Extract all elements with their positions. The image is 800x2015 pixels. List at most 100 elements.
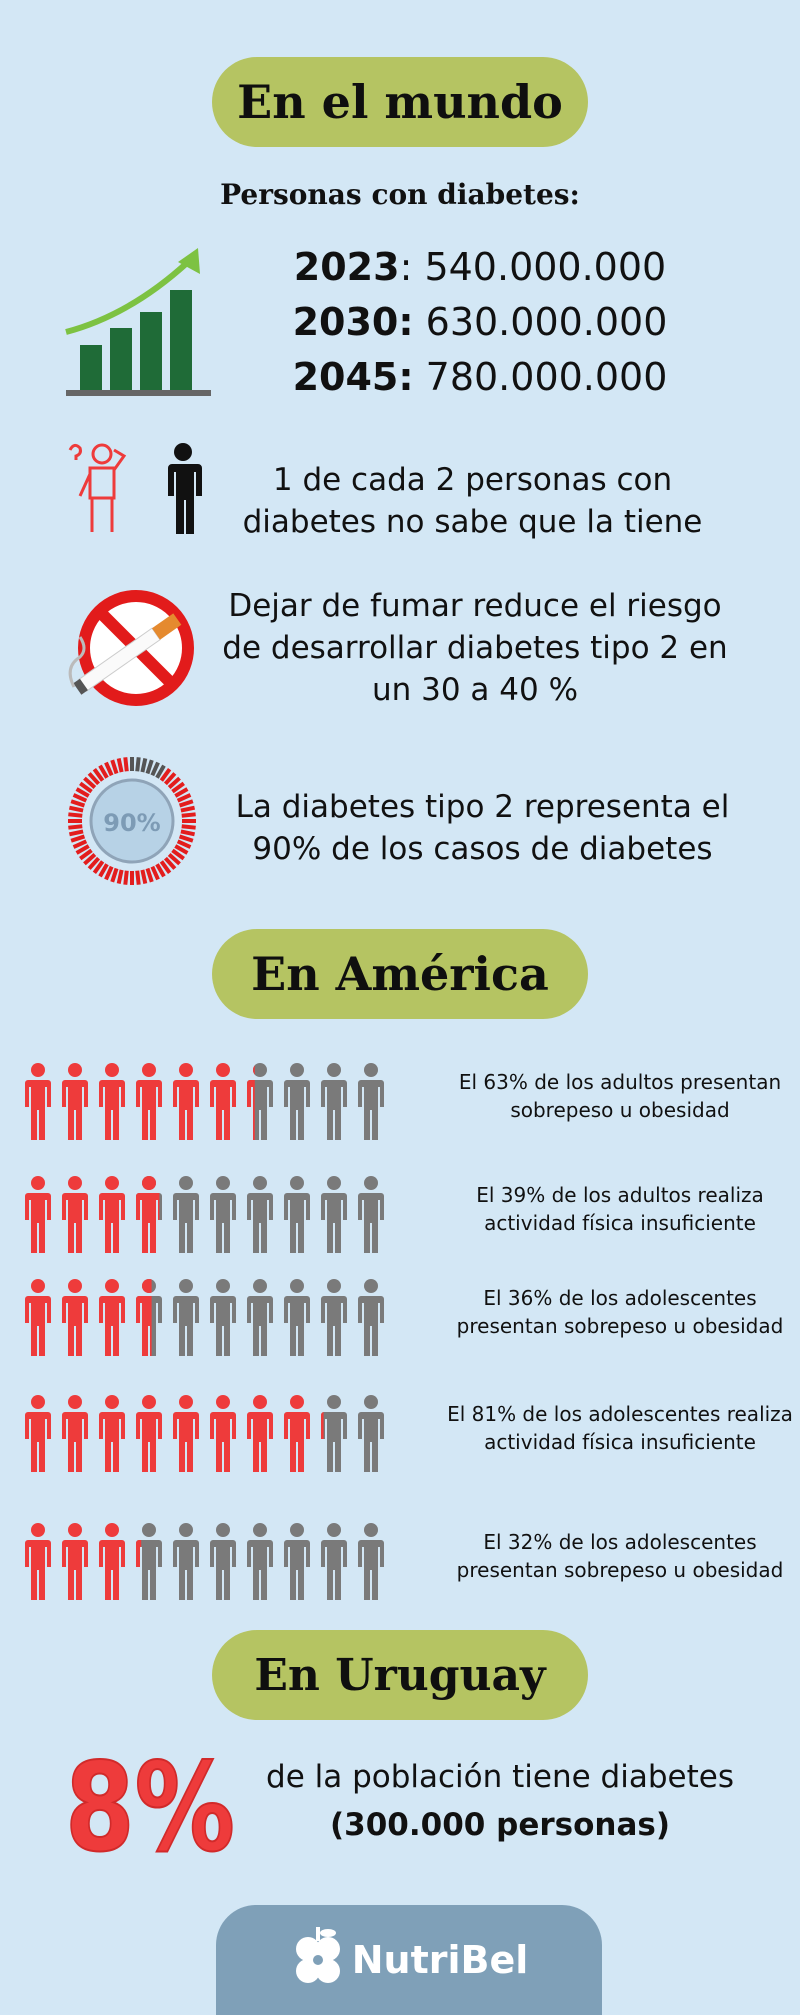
gauge-tick bbox=[116, 869, 124, 885]
gauge-tick bbox=[135, 757, 141, 772]
gauge-tick bbox=[98, 764, 109, 779]
progress-ring-icon: 90% bbox=[68, 757, 196, 885]
footer-brand: NutriBel bbox=[216, 1905, 602, 2015]
person-icon bbox=[247, 1063, 273, 1140]
people-icons-row bbox=[25, 1395, 384, 1472]
person-icon bbox=[62, 1063, 88, 1140]
gauge-tick bbox=[150, 761, 160, 777]
people-icons-row bbox=[25, 1279, 384, 1356]
gauge-tick bbox=[92, 860, 105, 874]
gauge-tick bbox=[176, 839, 192, 849]
gauge-label: 90% bbox=[103, 809, 160, 837]
person-icon bbox=[62, 1279, 88, 1356]
gauge-tick bbox=[104, 865, 114, 881]
gauge-tick bbox=[104, 761, 114, 777]
gauge-tick bbox=[176, 793, 192, 803]
gauge-tick bbox=[92, 768, 105, 782]
person-icon bbox=[25, 1523, 51, 1600]
person-icon bbox=[358, 1523, 384, 1600]
person-icon bbox=[210, 1063, 236, 1140]
person-icon bbox=[358, 1063, 384, 1140]
gauge-tick bbox=[150, 865, 160, 881]
gauge-tick bbox=[174, 787, 189, 798]
america-row-adults-inactive: El 39% de los adultos realiza actividad … bbox=[25, 1175, 795, 1255]
subtitle-people-with-diabetes: Personas con diabetes: bbox=[220, 178, 580, 211]
person-icon bbox=[358, 1395, 384, 1472]
person-icon bbox=[99, 1523, 125, 1600]
person-icon bbox=[136, 1063, 162, 1140]
fact-smoking: Dejar de fumar reduce el riesgo de desar… bbox=[222, 588, 728, 708]
gauge-tick bbox=[174, 844, 189, 855]
person-icon bbox=[136, 1395, 162, 1472]
gauge-tick bbox=[163, 856, 177, 870]
person-icon bbox=[62, 1395, 88, 1472]
gauge-tick bbox=[163, 772, 177, 786]
gauge-tick bbox=[68, 812, 83, 818]
heading-world: En el mundo bbox=[212, 57, 588, 147]
gauge-tick bbox=[123, 757, 129, 772]
person-icon bbox=[136, 1279, 162, 1356]
person-icon bbox=[62, 1176, 88, 1253]
america-row-adults-overweight: El 63% de los adultos presentan sobrepes… bbox=[25, 1062, 795, 1142]
person-icon bbox=[173, 1279, 199, 1356]
big-percent-text: 8% bbox=[65, 1737, 235, 1865]
gauge-tick bbox=[79, 781, 93, 794]
person-icon bbox=[284, 1523, 310, 1600]
gauge-tick bbox=[171, 781, 185, 794]
gauge-tick bbox=[70, 799, 86, 808]
big-percent: 8% bbox=[64, 1736, 236, 1865]
uruguay-fact: de la población tiene diabetes (300.000 … bbox=[240, 1753, 760, 1849]
gauge-tick bbox=[110, 867, 119, 883]
person-icon bbox=[99, 1063, 125, 1140]
gauge-tick bbox=[72, 839, 88, 849]
gauge-tick bbox=[159, 768, 172, 782]
gauge-tick bbox=[116, 757, 124, 773]
person-icon bbox=[321, 1523, 347, 1600]
person-icon bbox=[247, 1279, 273, 1356]
america-fact-text: El 39% de los adultos realiza actividad … bbox=[476, 1183, 764, 1235]
person-icon bbox=[321, 1395, 347, 1472]
gauge-tick bbox=[155, 863, 166, 878]
gauge-tick bbox=[178, 799, 194, 808]
america-row-teens-inactive: El 81% de los adolescentes realiza activ… bbox=[25, 1394, 795, 1474]
gauge-tick bbox=[123, 870, 129, 885]
gauge-tick bbox=[72, 793, 88, 803]
gauge-tick bbox=[110, 759, 119, 775]
america-fact-text: El 32% de los adolescentes presentan sob… bbox=[456, 1530, 784, 1582]
gauge-tick bbox=[155, 764, 166, 779]
person-icon bbox=[25, 1395, 51, 1472]
america-row-teens-overweight-2: El 32% de los adolescentes presentan sob… bbox=[25, 1522, 795, 1602]
gauge-tick bbox=[180, 805, 196, 813]
people-icons-row bbox=[25, 1063, 384, 1140]
person-icon bbox=[321, 1063, 347, 1140]
gauge-tick bbox=[167, 776, 181, 790]
america-fact-text: El 63% de los adultos presentan sobrepes… bbox=[458, 1070, 782, 1122]
person-icon bbox=[25, 1063, 51, 1140]
person-icon bbox=[25, 1176, 51, 1253]
person-icon bbox=[173, 1523, 199, 1600]
person-icon bbox=[247, 1176, 273, 1253]
people-icons-row bbox=[25, 1523, 384, 1600]
person-icon bbox=[358, 1176, 384, 1253]
person-icon bbox=[99, 1176, 125, 1253]
gauge-tick bbox=[140, 869, 148, 885]
heading-uruguay: En Uruguay bbox=[212, 1630, 588, 1720]
gauge-tick bbox=[83, 852, 97, 866]
confused-person-icon bbox=[68, 443, 127, 532]
person-icon bbox=[321, 1176, 347, 1253]
clover-apple-logo-icon bbox=[295, 1927, 340, 1983]
person-icon bbox=[25, 1279, 51, 1356]
person-icon bbox=[136, 1176, 162, 1253]
person-icon bbox=[284, 1395, 310, 1472]
person-icon bbox=[247, 1523, 273, 1600]
person-icon bbox=[168, 443, 202, 534]
person-icon bbox=[136, 1523, 162, 1600]
growth-chart-icon bbox=[65, 248, 211, 396]
gauge-tick bbox=[180, 829, 196, 837]
person-icon bbox=[284, 1176, 310, 1253]
gauge-tick bbox=[159, 860, 172, 874]
people-icons-row bbox=[25, 1176, 384, 1253]
gauge-tick bbox=[178, 834, 194, 843]
america-row-teens-overweight: El 36% de los adolescentes presentan sob… bbox=[25, 1278, 795, 1358]
gauge-tick bbox=[167, 852, 181, 866]
